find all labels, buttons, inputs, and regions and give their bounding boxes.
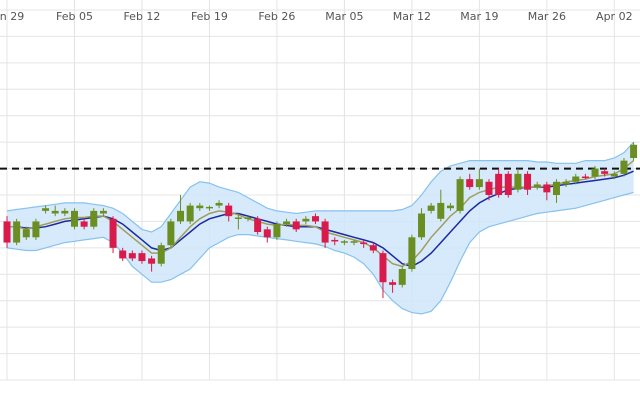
x-tick-label: Mar 05 [325,10,363,23]
candle-body [446,205,454,209]
x-tick-label: Feb 12 [123,10,160,23]
candle-body [157,245,165,264]
candle-body [177,210,185,222]
x-tick-label: Jan 29 [0,10,24,23]
x-tick-label: Mar 26 [528,10,566,23]
x-tick-label: Apr 02 [596,10,633,23]
candle-body [225,205,233,217]
candle-body [234,217,242,219]
candle-body [90,210,98,227]
candle-body [572,176,580,182]
x-tick-label: Feb 05 [56,10,93,23]
candle-body [196,205,204,209]
candle-body [99,210,107,214]
candle-body [427,205,435,211]
candle-body [32,221,40,238]
candle-body [186,205,194,222]
candle-body [389,282,397,285]
candle-body [601,171,609,174]
candle-body [128,253,136,259]
candle-body [340,241,348,243]
candle-body [369,245,377,251]
candle-body [244,217,252,219]
candle-body [321,221,329,243]
candle-body [254,218,262,232]
candle-body [22,229,30,238]
candle-body [398,269,406,285]
candle-body [475,179,483,188]
candle-body [331,239,339,242]
candle-body [408,237,416,269]
candle-body [533,184,541,188]
candle-body [3,221,11,243]
candle-body [379,253,387,283]
candle-body [302,218,310,222]
candle-body [80,221,88,227]
candle-body [311,216,319,222]
candle-body [13,221,21,243]
candle-body [543,184,551,193]
candle-body [360,242,368,245]
candle-body [630,144,638,158]
candle-body [109,218,117,248]
candle-body [456,179,464,211]
candle-body [167,221,175,246]
candle-body [562,181,570,185]
candle-body [610,173,618,177]
candle-body [205,206,213,209]
candle-body [70,210,78,227]
candle-body [466,179,474,188]
candle-body [350,241,358,243]
candle-body [273,224,281,238]
candle-body [215,202,223,206]
candle-body [591,168,599,177]
candle-body [119,250,127,259]
candle-body [283,221,291,225]
candle-body [51,210,59,214]
band-upper [6,141,635,233]
candle-body [138,253,146,262]
candle-body [524,173,532,190]
x-tick-label: Feb 19 [191,10,228,23]
candle-body [42,208,50,211]
candle-body [620,160,628,174]
candle-body [581,176,589,178]
candle-body [504,173,512,195]
candle-body [495,173,503,195]
candle-body [437,202,445,219]
candle-body [292,221,300,230]
candle-body [485,181,493,195]
candle-body [263,229,271,238]
candle-body [514,173,522,190]
candle-body [418,213,426,238]
x-tick-label: Mar 19 [460,10,498,23]
x-tick-label: Feb 26 [258,10,295,23]
candle-body [148,258,156,264]
candle-body [61,210,69,214]
candle-body [552,181,560,195]
x-tick-label: Mar 12 [393,10,431,23]
